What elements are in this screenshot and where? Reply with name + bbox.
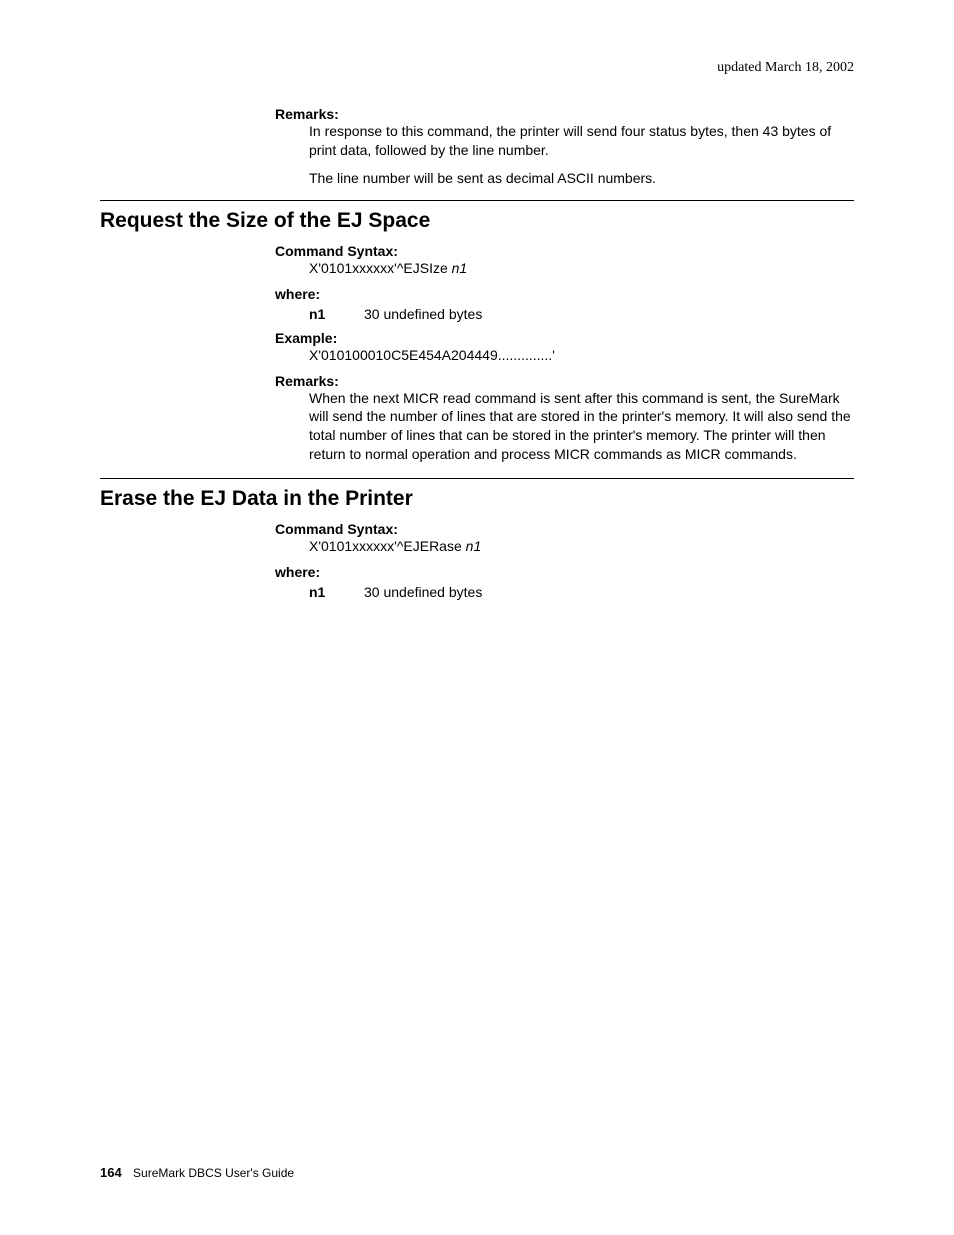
example-block: Example: X'010100010C5E454A204449.......…: [100, 330, 854, 365]
command-syntax-label: Command Syntax:: [275, 243, 854, 259]
example-value: X'010100010C5E454A204449..............': [309, 346, 854, 365]
definition-value: 30 undefined bytes: [364, 306, 854, 322]
page-footer: 164 SureMark DBCS User's Guide: [100, 1165, 294, 1180]
command-syntax-label-2: Command Syntax:: [275, 521, 854, 537]
command-syntax-text-2: X'0101xxxxxx'^EJERase: [309, 538, 466, 554]
command-syntax-block-2: Command Syntax: X'0101xxxxxx'^EJERase n1: [100, 521, 854, 556]
definition-row: n1 30 undefined bytes: [309, 306, 854, 322]
command-syntax-arg-2: n1: [466, 538, 482, 554]
remarks-block-2: Remarks: When the next MICR read command…: [100, 373, 854, 465]
doc-title: SureMark DBCS User's Guide: [133, 1166, 294, 1180]
remarks-text-2: When the next MICR read command is sent …: [309, 389, 854, 465]
command-syntax-value: X'0101xxxxxx'^EJSIze n1: [309, 259, 854, 278]
example-label: Example:: [275, 330, 854, 346]
header-date: updated March 18, 2002: [100, 60, 854, 76]
command-syntax-text: X'0101xxxxxx'^EJSIze: [309, 260, 452, 276]
remarks-label: Remarks:: [275, 106, 854, 122]
command-syntax-block: Command Syntax: X'0101xxxxxx'^EJSIze n1: [100, 243, 854, 278]
document-page: updated March 18, 2002 Remarks: In respo…: [0, 0, 954, 644]
where-label-2: where:: [275, 564, 854, 580]
section-heading: Request the Size of the EJ Space: [100, 209, 854, 233]
definition-key: n1: [309, 306, 364, 322]
command-syntax-value-2: X'0101xxxxxx'^EJERase n1: [309, 537, 854, 556]
section-heading-2: Erase the EJ Data in the Printer: [100, 487, 854, 511]
definition-row-2: n1 30 undefined bytes: [309, 584, 854, 600]
definition-key-2: n1: [309, 584, 364, 600]
remarks-paragraph-2: The line number will be sent as decimal …: [309, 170, 854, 186]
definition-value-2: 30 undefined bytes: [364, 584, 854, 600]
where-block: where: n1 30 undefined bytes: [100, 286, 854, 322]
section-divider: [100, 200, 854, 201]
remarks-paragraph-1: In response to this command, the printer…: [309, 122, 854, 160]
where-block-2: where: n1 30 undefined bytes: [100, 564, 854, 600]
remarks-block: Remarks: In response to this command, th…: [100, 106, 854, 186]
remarks-label-2: Remarks:: [275, 373, 854, 389]
section-divider-2: [100, 478, 854, 479]
page-number: 164: [100, 1165, 122, 1180]
command-syntax-arg: n1: [452, 260, 468, 276]
where-label: where:: [275, 286, 854, 302]
